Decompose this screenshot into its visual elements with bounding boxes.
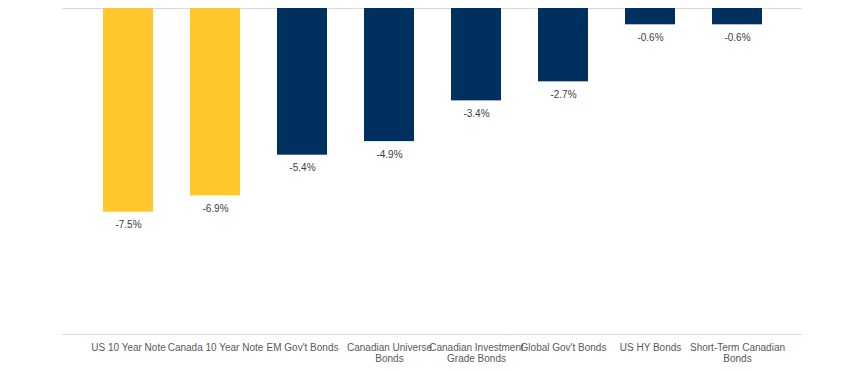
- svg-text:Canadian InvestmentGrade Bonds: Canadian InvestmentGrade Bonds: [429, 342, 524, 364]
- svg-text:-0.6%: -0.6%: [637, 32, 663, 43]
- svg-text:-5.4%: -5.4%: [289, 162, 315, 173]
- svg-text:Short-Term CanadianBonds: Short-Term CanadianBonds: [690, 342, 785, 364]
- svg-text:Canada 10 Year Note: Canada 10 Year Note: [168, 342, 264, 353]
- svg-text:US 10 Year Note: US 10 Year Note: [91, 342, 166, 353]
- svg-text:-2.7%: -2.7%: [550, 89, 576, 100]
- svg-text:US HY Bonds: US HY Bonds: [620, 342, 682, 353]
- svg-text:Canadian UniverseBonds: Canadian UniverseBonds: [347, 342, 432, 364]
- svg-text:-3.4%: -3.4%: [463, 108, 489, 119]
- svg-text:EM Gov't Bonds: EM Gov't Bonds: [267, 342, 339, 353]
- svg-text:-4.9%: -4.9%: [376, 149, 402, 160]
- svg-text:-0.6%: -0.6%: [724, 32, 750, 43]
- svg-text:-6.9%: -6.9%: [202, 203, 228, 214]
- svg-text:Global Gov't Bonds: Global Gov't Bonds: [521, 342, 607, 353]
- svg-text:-7.5%: -7.5%: [115, 219, 141, 230]
